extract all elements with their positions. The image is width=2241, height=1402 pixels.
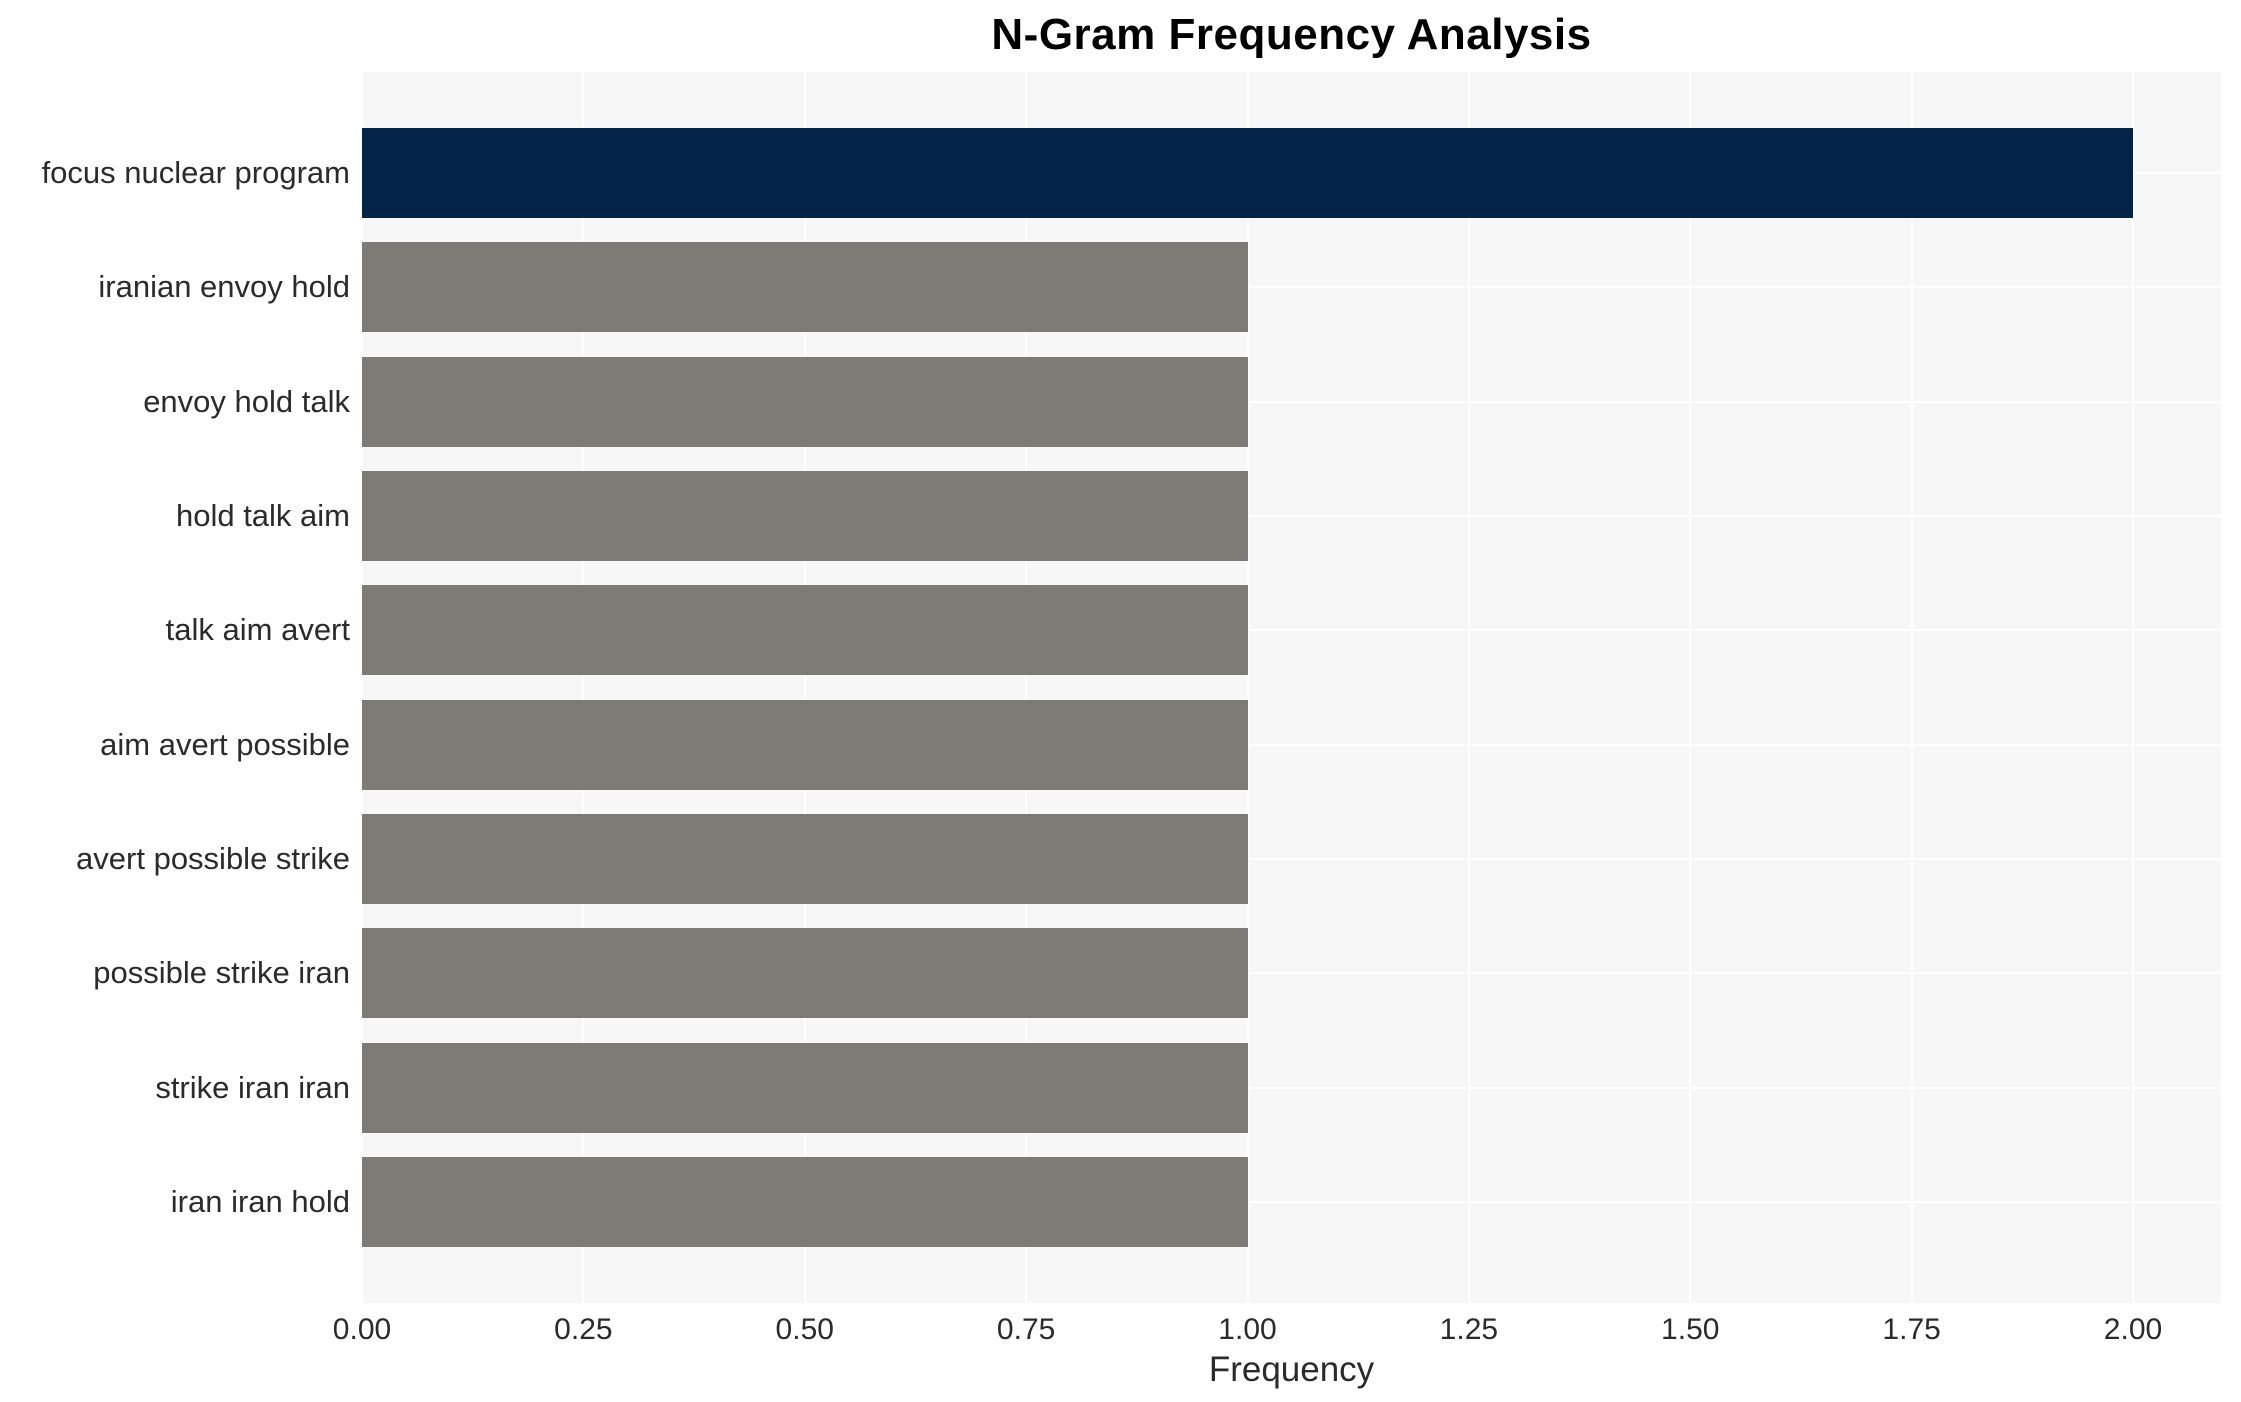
bar-possible-strike-iran: [362, 928, 1248, 1019]
y-gridline: [362, 743, 2221, 746]
x-gridline: [582, 72, 585, 1303]
bar-aim-avert-possible: [362, 699, 1248, 790]
bar-talk-aim-avert: [362, 585, 1248, 676]
y-gridline: [362, 400, 2221, 403]
x-gridline: [361, 72, 363, 1303]
x-gridline: [1910, 72, 1913, 1303]
y-gridline: [362, 857, 2221, 860]
x-gridline: [1246, 72, 1249, 1303]
chart-title: N-Gram Frequency Analysis: [991, 10, 1592, 59]
x-tick-label: 1.00: [1218, 1313, 1277, 1346]
x-axis-title: Frequency: [1208, 1350, 1375, 1389]
category-label: aim avert possible: [100, 726, 350, 762]
x-gridline: [803, 72, 806, 1303]
category-label: avert possible strike: [76, 840, 350, 876]
x-tick-label: 2.00: [2103, 1313, 2163, 1346]
category-label: iran iran hold: [170, 1183, 350, 1219]
x-gridline: [2132, 72, 2134, 1303]
x-gridline: [1025, 72, 1028, 1303]
category-label: envoy hold talk: [143, 383, 350, 419]
x-tick-label: 1.50: [1661, 1313, 1720, 1346]
bar-hold-talk-aim: [362, 470, 1248, 561]
category-label: hold talk aim: [175, 497, 350, 533]
x-gridline: [1689, 72, 1692, 1303]
category-label: strike iran iran: [155, 1069, 350, 1105]
bar-iran-iran-hold: [362, 1156, 1248, 1247]
bar-envoy-hold-talk: [362, 356, 1248, 447]
bar-iranian-envoy-hold: [362, 242, 1248, 333]
x-gridline: [1467, 72, 1470, 1303]
y-gridline: [362, 629, 2221, 632]
category-label: iranian envoy hold: [98, 269, 350, 305]
bar-focus-nuclear-program: [362, 128, 2133, 218]
x-tick-label: 0.00: [332, 1313, 392, 1346]
y-gridline: [362, 286, 2221, 289]
category-label: talk aim avert: [165, 612, 350, 648]
y-gridline: [362, 1200, 2221, 1203]
x-tick-label: 1.25: [1439, 1313, 1499, 1346]
x-tick-label: 0.50: [775, 1313, 834, 1346]
category-label: focus nuclear program: [41, 155, 350, 190]
x-tick-label: 0.25: [554, 1313, 613, 1346]
x-tick-label: 1.75: [1882, 1313, 1941, 1346]
y-gridline: [362, 514, 2221, 517]
y-gridline: [362, 1086, 2221, 1089]
y-gridline: [362, 972, 2221, 975]
bar-avert-possible-strike: [362, 813, 1248, 904]
bar-strike-iran-iran: [362, 1042, 1248, 1133]
category-label: possible strike iran: [93, 955, 350, 991]
plot-area: [361, 72, 2221, 1303]
x-tick-label: 0.75: [996, 1313, 1056, 1346]
